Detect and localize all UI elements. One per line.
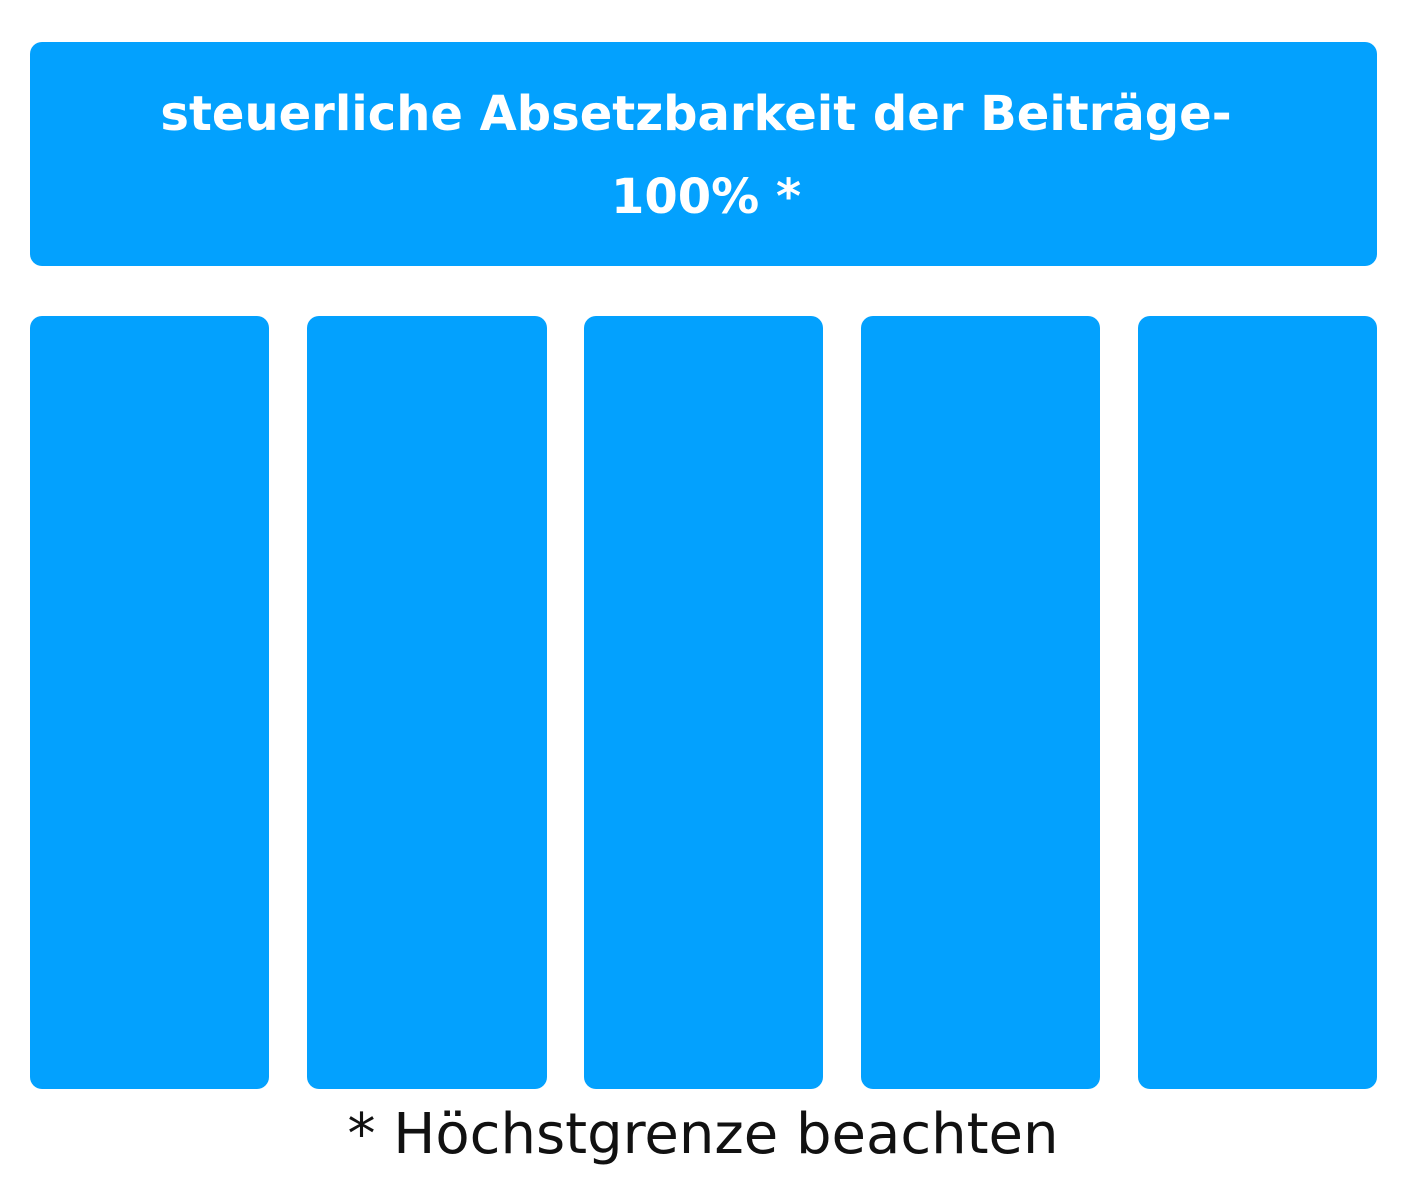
header-title-line: 100% * bbox=[611, 169, 801, 225]
column bbox=[1138, 316, 1377, 1089]
column bbox=[861, 316, 1100, 1089]
footnote: * Höchstgrenze beachten bbox=[347, 1102, 1058, 1167]
column bbox=[584, 316, 823, 1089]
header-title-line: steuerliche Absetzbarkeit der Beiträge- bbox=[160, 86, 1231, 142]
column bbox=[307, 316, 547, 1089]
column bbox=[30, 316, 269, 1089]
header-box bbox=[30, 42, 1377, 266]
